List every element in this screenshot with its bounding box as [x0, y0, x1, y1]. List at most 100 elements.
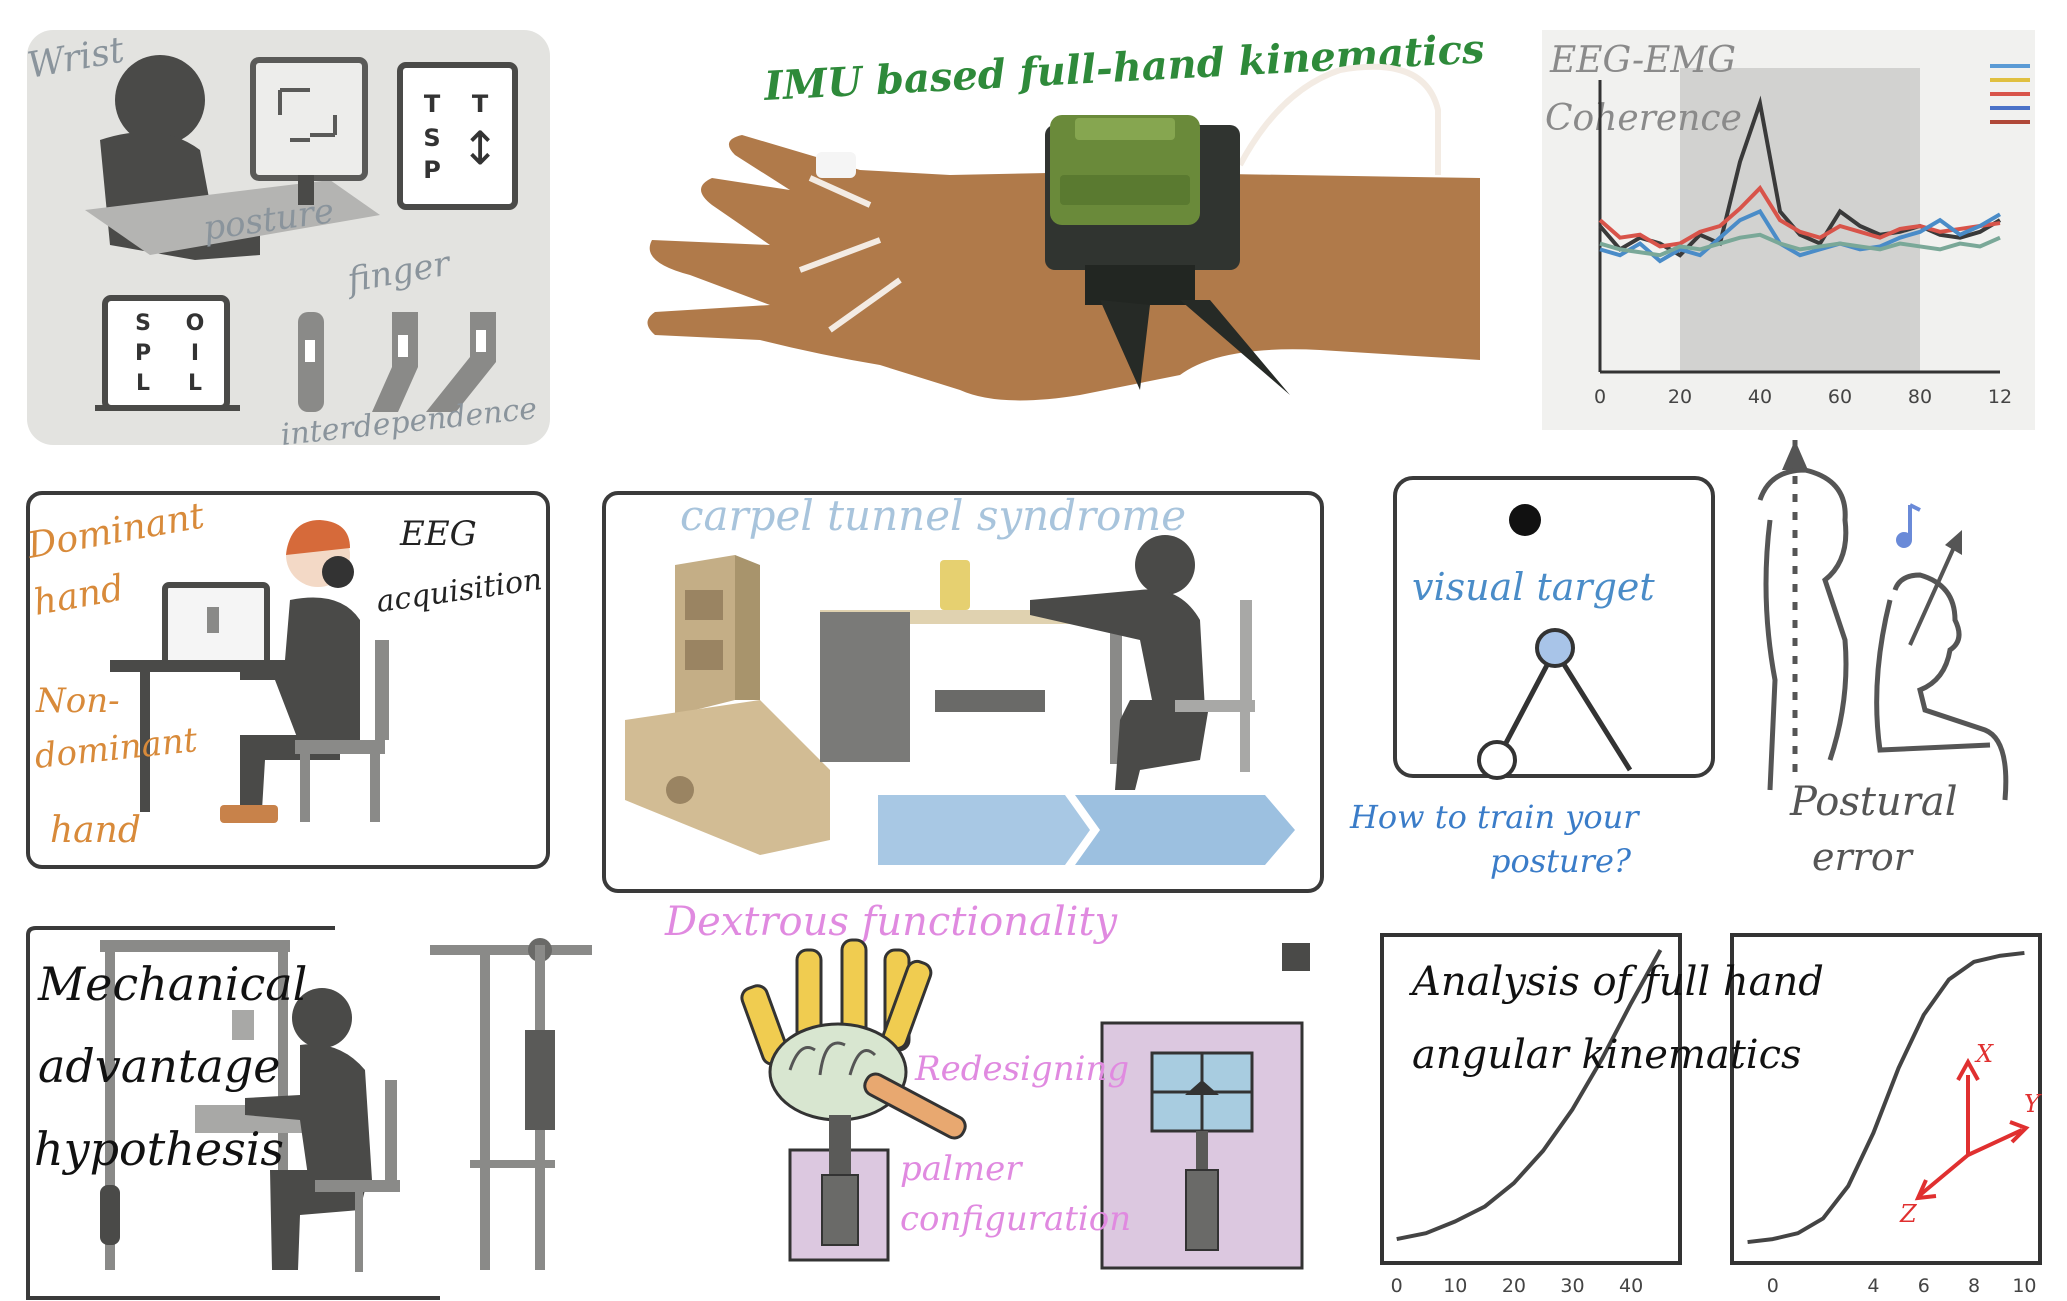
- mechanical-line-3: hypothesis: [34, 1122, 284, 1176]
- person-torso: [1030, 589, 1205, 715]
- analysis-tick-label: 10: [2012, 1275, 2036, 1297]
- panel-mechanical: Mechanical advantage hypothesis: [26, 926, 592, 1300]
- card-letter: O: [186, 311, 205, 336]
- card-letter: T: [424, 90, 441, 118]
- coherence-shaded-window: [1680, 68, 1920, 372]
- card-letter: L: [188, 371, 202, 396]
- chair-leg: [355, 1192, 363, 1272]
- triangle-icon: [1185, 1080, 1219, 1095]
- axis-z-label: Z: [1899, 1200, 1918, 1228]
- coherence-tick-label: 80: [1908, 386, 1932, 408]
- panel-dextrous: Dextrous functionality Redesigning palme…: [664, 899, 1310, 1270]
- panel-carpal: carpel tunnel syndrome: [602, 491, 1324, 893]
- analysis-curves: [1396, 949, 2025, 1245]
- chair-leg: [370, 754, 380, 822]
- start-node: [1477, 740, 1517, 780]
- panel-imu: IMU based full-hand kinematics: [647, 25, 1486, 401]
- finger-nail: [398, 335, 408, 357]
- music-note-icon: [1908, 503, 1921, 540]
- panel-eeg-emg: EEG-EMG Coherence 0 20 40 60 80 12: [1542, 30, 2035, 430]
- dot-icon: [1509, 504, 1541, 536]
- rig-crossbar: [470, 1160, 555, 1168]
- imu-module-top: [1075, 118, 1175, 140]
- gripper-palm: [768, 1022, 908, 1122]
- coherence-tick-label: 12: [1988, 386, 2012, 408]
- card-letter: P: [423, 156, 441, 184]
- finger-poses: [298, 312, 496, 412]
- desk-leg: [140, 672, 150, 812]
- eeg-label-1: EEG: [399, 514, 477, 554]
- mechanical-panel-frame: [26, 926, 335, 1300]
- postural-label-1: Postural: [1789, 779, 1958, 825]
- imu-straps: [1100, 300, 1290, 395]
- axis-y-label: Y: [2024, 1090, 2042, 1118]
- imu-cables: [798, 175, 902, 333]
- seated-outline: [1874, 599, 1991, 753]
- coherence-series-line-4: [1599, 232, 2001, 258]
- xyz-axes-icon: X Y Z: [1899, 1040, 2042, 1228]
- person-torso: [245, 1044, 372, 1190]
- tower-shelf: [685, 640, 723, 670]
- analysis-tick-label: 0: [1767, 1275, 1779, 1297]
- question-line-1: How to train your: [1349, 798, 1640, 836]
- panel-eeg-acquisition: Dominant hand EEG acquisition Non- domin…: [23, 491, 550, 869]
- card-letter: P: [135, 341, 151, 366]
- device-actuator: [1185, 1169, 1219, 1251]
- rig-weight: [525, 1030, 555, 1130]
- chair-seat: [1175, 700, 1255, 712]
- gripper-stem: [829, 1115, 851, 1175]
- coherence-title-2: Coherence: [1545, 98, 1742, 139]
- headphone: [322, 556, 354, 588]
- progress-chevron-2: [1075, 795, 1295, 865]
- card-letter: S: [135, 311, 151, 336]
- cable-loop: [1237, 63, 1441, 175]
- music-note-head: [1896, 532, 1912, 548]
- coherence-tick-label: 40: [1748, 386, 1772, 408]
- monitor-content: [278, 88, 337, 142]
- slider-block: [232, 1010, 254, 1040]
- side-silhouette: [1892, 572, 2009, 801]
- coherence-series-line-2: [1598, 184, 2001, 249]
- person-head: [292, 988, 352, 1048]
- y-arrow: [2009, 1120, 2030, 1144]
- coherence-tick-label: 0: [1594, 386, 1606, 408]
- person-legs: [270, 1170, 370, 1270]
- analysis-curve-1: [1396, 949, 1663, 1242]
- device-stem: [1196, 1131, 1208, 1171]
- person-legs: [1115, 700, 1210, 790]
- coherence-tick-labels: 0 20 40 60 80 12: [1594, 386, 2012, 408]
- analysis-tick-label: 4: [1867, 1275, 1879, 1297]
- axis-x-label: X: [1974, 1040, 1994, 1068]
- table-drawer: [935, 690, 1045, 712]
- eeg-cap: [286, 520, 350, 555]
- letter-card-top: [397, 62, 518, 210]
- cup: [940, 560, 970, 610]
- block-hole: [666, 776, 694, 804]
- palmer-label-2: configuration: [900, 1199, 1131, 1239]
- tower-shelf: [685, 590, 723, 620]
- arrow-head-icon: [1945, 530, 1962, 555]
- z-arrow: [1914, 1179, 1937, 1201]
- coherence-series: [1598, 95, 2002, 264]
- coherence-legend: [1990, 64, 2030, 124]
- card-letter: L: [136, 371, 150, 396]
- block-tower-side: [735, 555, 760, 700]
- gripper-actuator: [821, 1174, 859, 1246]
- analysis-tick-label: 20: [1502, 1275, 1526, 1297]
- analysis-line-2: angular kinematics: [1412, 1032, 1802, 1078]
- chair-leg: [300, 754, 310, 822]
- analysis-tick-labels: 0 10 20 30 40 0 4 6 8 10: [1391, 1275, 2037, 1297]
- coherence-title-1: EEG-EMG: [1549, 40, 1736, 81]
- target-node: [1535, 628, 1575, 668]
- gaze-arrow: [1908, 544, 1957, 646]
- redesign-label: Redesigning: [914, 1049, 1129, 1089]
- person-head: [115, 55, 205, 145]
- square-marker: [1282, 943, 1310, 971]
- table-leg: [1110, 624, 1122, 764]
- analysis-tick-label: 8: [1968, 1275, 1980, 1297]
- palm-shell-lines: [788, 1041, 877, 1076]
- nondominant-label-3: hand: [50, 810, 141, 851]
- analysis-tick-label: 0: [1391, 1275, 1403, 1297]
- question-line-2: posture?: [1490, 842, 1632, 880]
- fingertip-sensor: [816, 152, 856, 178]
